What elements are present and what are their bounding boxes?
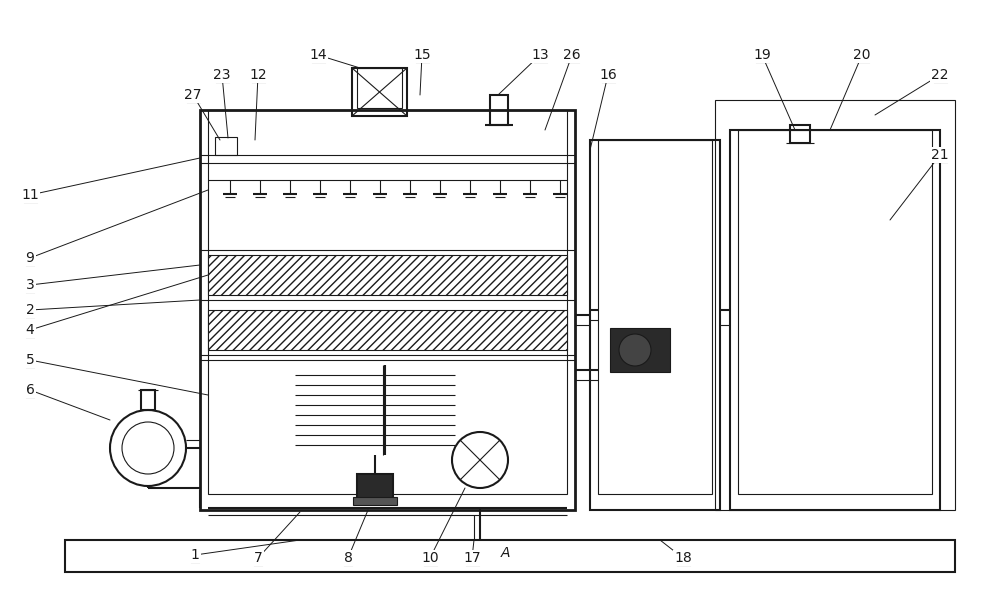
Text: 27: 27 — [184, 88, 202, 102]
Bar — [352, 68, 407, 116]
Bar — [610, 328, 670, 372]
Bar — [208, 110, 567, 494]
Text: 6: 6 — [26, 383, 34, 397]
Bar — [590, 140, 720, 510]
Text: 16: 16 — [599, 68, 617, 82]
Text: 13: 13 — [531, 48, 549, 62]
Bar — [141, 390, 155, 410]
Text: 9: 9 — [26, 251, 34, 265]
Text: 18: 18 — [674, 551, 692, 565]
Text: 14: 14 — [309, 48, 327, 62]
Text: 12: 12 — [249, 68, 267, 82]
Bar — [65, 540, 955, 572]
Text: 3: 3 — [26, 278, 34, 292]
Text: 19: 19 — [753, 48, 771, 62]
Text: 26: 26 — [563, 48, 581, 62]
Text: 8: 8 — [344, 551, 352, 565]
Bar — [730, 130, 940, 510]
Bar — [215, 137, 237, 155]
Text: 10: 10 — [421, 551, 439, 565]
Text: 4: 4 — [26, 323, 34, 337]
Circle shape — [452, 432, 508, 488]
Bar — [357, 474, 393, 500]
Bar — [598, 140, 712, 494]
Text: 1: 1 — [191, 548, 199, 562]
Text: 11: 11 — [21, 188, 39, 202]
Bar — [353, 497, 397, 505]
Text: A: A — [500, 546, 510, 560]
Text: 22: 22 — [931, 68, 949, 82]
Bar — [208, 255, 567, 295]
Circle shape — [619, 334, 651, 366]
Text: 7: 7 — [254, 551, 262, 565]
Text: 5: 5 — [26, 353, 34, 367]
Bar — [738, 130, 932, 494]
Bar — [715, 100, 955, 510]
Bar — [200, 110, 575, 510]
Circle shape — [110, 410, 186, 486]
Bar — [208, 310, 567, 350]
Text: 23: 23 — [213, 68, 231, 82]
Text: 2: 2 — [26, 303, 34, 317]
Text: 21: 21 — [931, 148, 949, 162]
Text: 15: 15 — [413, 48, 431, 62]
Text: 20: 20 — [853, 48, 871, 62]
Bar — [357, 68, 402, 108]
Circle shape — [122, 422, 174, 474]
Text: 17: 17 — [463, 551, 481, 565]
Bar — [790, 125, 810, 143]
Bar — [490, 95, 508, 125]
